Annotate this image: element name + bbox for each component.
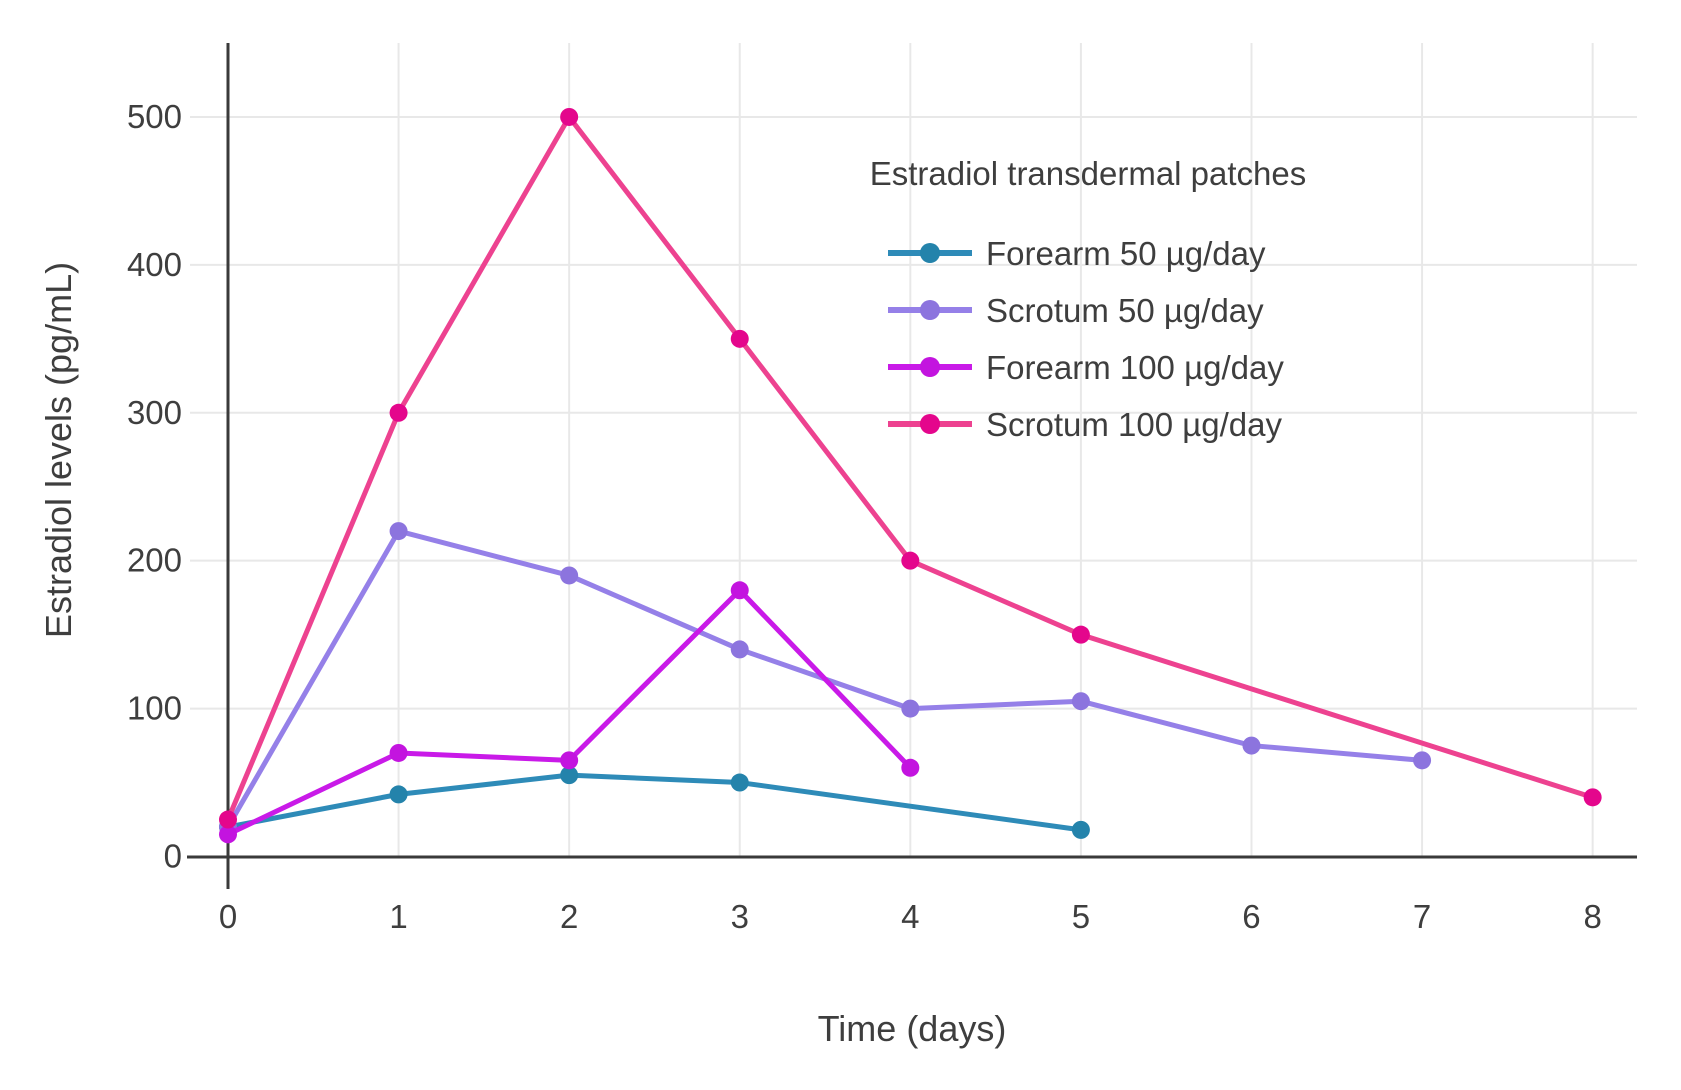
data-point[interactable]	[901, 758, 920, 777]
x-tick-label: 4	[901, 898, 919, 935]
data-point[interactable]	[560, 107, 579, 126]
series-forearm-100-g-day	[219, 581, 920, 844]
data-point[interactable]	[560, 766, 579, 785]
legend-marker-dot	[920, 357, 940, 377]
y-tick-label: 500	[127, 98, 182, 135]
data-point[interactable]	[389, 785, 408, 804]
legend: Estradiol transdermal patches Forearm 50…	[870, 155, 1307, 443]
y-tick-label: 200	[127, 542, 182, 579]
y-tick-label: 400	[127, 246, 182, 283]
legend-item[interactable]: Forearm 50 µg/day	[888, 235, 1266, 272]
data-point[interactable]	[560, 751, 579, 770]
x-tick-label: 8	[1583, 898, 1601, 935]
legend-item-label: Forearm 100 µg/day	[986, 349, 1284, 386]
data-point[interactable]	[730, 329, 749, 348]
legend-marker-dot	[920, 300, 940, 320]
legend-marker-dot	[920, 414, 940, 434]
data-point[interactable]	[730, 581, 749, 600]
data-point[interactable]	[1583, 788, 1602, 807]
data-point[interactable]	[219, 810, 237, 829]
y-tick-label: 0	[164, 838, 182, 875]
x-tick-label: 0	[219, 898, 237, 935]
x-tick-label: 6	[1242, 898, 1260, 935]
x-tick-label: 1	[389, 898, 407, 935]
data-point[interactable]	[1071, 820, 1090, 839]
legend-item[interactable]: Scrotum 50 µg/day	[888, 292, 1264, 329]
data-point[interactable]	[901, 551, 920, 570]
legend-item-label: Forearm 50 µg/day	[986, 235, 1266, 272]
data-point[interactable]	[389, 403, 408, 422]
gridlines	[190, 43, 1637, 856]
legend-item-label: Scrotum 100 µg/day	[986, 406, 1283, 443]
data-point[interactable]	[730, 773, 749, 792]
legend-item[interactable]: Scrotum 100 µg/day	[888, 406, 1283, 443]
legend-items: Forearm 50 µg/day Scrotum 50 µg/day Forear…	[888, 235, 1284, 443]
data-point[interactable]	[1071, 625, 1090, 644]
data-point[interactable]	[730, 640, 749, 659]
data-point[interactable]	[389, 522, 408, 541]
x-tick-label: 3	[731, 898, 749, 935]
x-axis-title: Time (days)	[818, 1008, 1007, 1049]
legend-title: Estradiol transdermal patches	[870, 155, 1307, 192]
legend-item-label: Scrotum 50 µg/day	[986, 292, 1264, 329]
data-point[interactable]	[560, 566, 579, 585]
series-line	[225, 772, 1084, 833]
y-tick-label: 300	[127, 394, 182, 431]
data-point[interactable]	[901, 699, 920, 718]
data-point[interactable]	[1071, 692, 1090, 711]
x-tick-label: 7	[1413, 898, 1431, 935]
x-tick-label: 2	[560, 898, 578, 935]
data-point[interactable]	[1242, 736, 1261, 755]
series-group	[219, 107, 1602, 844]
series-scrotum-100-g-day	[219, 107, 1602, 829]
data-point[interactable]	[1413, 751, 1432, 770]
x-tick-labels: 0 1 2 3 4 5 6 7 8	[219, 898, 1602, 935]
y-tick-labels: 0 100 200 300 400 500	[127, 98, 182, 875]
legend-marker-dot	[920, 243, 940, 263]
data-point[interactable]	[389, 743, 408, 762]
y-tick-label: 100	[127, 690, 182, 727]
x-tick-label: 5	[1072, 898, 1090, 935]
legend-item[interactable]: Forearm 100 µg/day	[888, 349, 1284, 386]
y-axis-title: Estradiol levels (pg/mL)	[38, 262, 79, 638]
data-point[interactable]	[219, 825, 237, 844]
